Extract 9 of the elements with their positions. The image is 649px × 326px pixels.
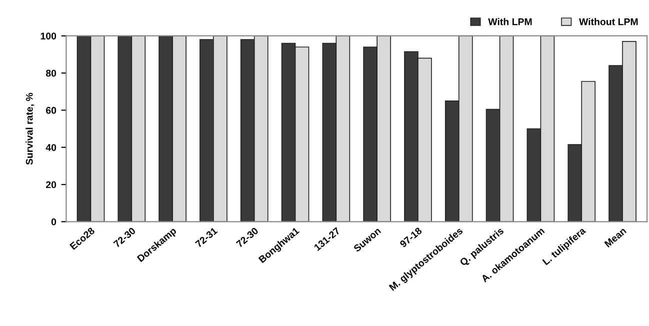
y-tick-label: 0: [51, 218, 56, 226]
y-axis-title: Survival rate, %: [26, 92, 34, 165]
y-tick-label: 80: [46, 70, 56, 77]
legend-label: With LPM: [488, 18, 532, 26]
y-tick-label: 60: [46, 106, 56, 114]
y-tick-label: 100: [40, 32, 56, 40]
y-tick-label: 20: [46, 181, 56, 188]
legend-label: Without LPM: [579, 18, 638, 26]
y-tick-label: 40: [46, 144, 56, 151]
